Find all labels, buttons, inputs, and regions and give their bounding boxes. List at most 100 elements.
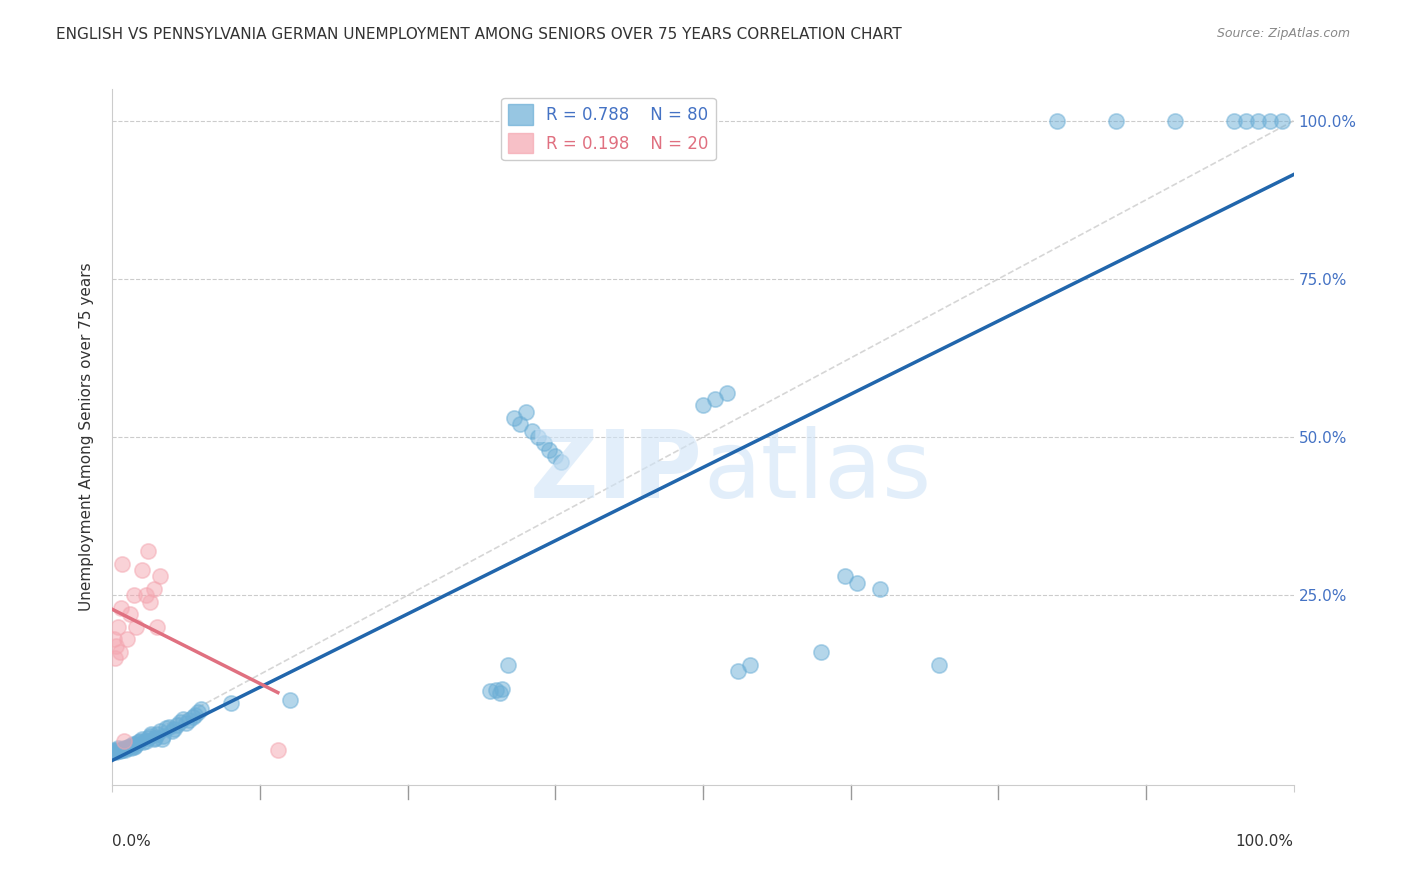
Text: ENGLISH VS PENNSYLVANIA GERMAN UNEMPLOYMENT AMONG SENIORS OVER 75 YEARS CORRELAT: ENGLISH VS PENNSYLVANIA GERMAN UNEMPLOYM… (56, 27, 903, 42)
Point (152, 729, 174, 743)
Point (135, 733, 157, 747)
Point (928, 657, 950, 672)
Point (149, 569, 172, 583)
Point (1046, 113, 1069, 128)
Point (496, 657, 519, 672)
Point (1258, 113, 1281, 128)
Point (103, 743, 125, 757)
Point (149, 724, 172, 739)
Point (160, 724, 183, 739)
Point (1247, 113, 1270, 128)
Point (489, 686, 512, 700)
Point (169, 714, 191, 729)
Point (1223, 113, 1246, 128)
Point (136, 544, 159, 558)
Point (538, 442, 561, 457)
Point (550, 455, 572, 469)
Point (108, 645, 131, 659)
Point (112, 733, 135, 747)
Point (544, 449, 567, 463)
Point (150, 732, 173, 747)
Point (104, 651, 127, 665)
Point (503, 411, 526, 425)
Point (128, 733, 150, 747)
Point (163, 723, 186, 737)
Point (190, 702, 212, 716)
Point (845, 575, 868, 590)
Point (107, 620, 129, 634)
Point (136, 731, 159, 745)
Point (117, 739, 139, 754)
Point (143, 731, 166, 745)
Point (105, 743, 128, 757)
Point (122, 739, 145, 754)
Point (115, 632, 138, 647)
Point (485, 683, 508, 698)
Point (278, 692, 301, 706)
Point (141, 727, 163, 741)
Point (103, 632, 125, 647)
Point (834, 569, 856, 583)
Point (267, 743, 290, 757)
Text: Source: ZipAtlas.com: Source: ZipAtlas.com (1216, 27, 1350, 40)
Point (139, 594, 162, 608)
Point (105, 639, 128, 653)
Point (869, 582, 891, 596)
Point (692, 399, 714, 413)
Point (112, 741, 135, 756)
Point (104, 744, 127, 758)
Point (1271, 113, 1294, 128)
Point (111, 557, 134, 571)
Legend: R = 0.788    N = 80, R = 0.198    N = 20: R = 0.788 N = 80, R = 0.198 N = 20 (502, 97, 716, 160)
Point (111, 743, 134, 757)
Point (1164, 113, 1187, 128)
Point (219, 696, 242, 710)
Point (179, 714, 201, 728)
Point (108, 744, 131, 758)
Point (515, 405, 537, 419)
Point (1105, 113, 1128, 128)
Point (142, 732, 165, 747)
Point (810, 645, 832, 659)
Point (727, 664, 749, 678)
Point (114, 742, 136, 756)
Point (184, 708, 207, 723)
Point (132, 735, 155, 749)
Point (105, 745, 128, 759)
Text: ZIP: ZIP (530, 425, 703, 518)
Point (125, 737, 148, 751)
Point (479, 684, 502, 698)
Point (716, 385, 738, 400)
Point (146, 620, 169, 634)
Point (157, 720, 180, 734)
Point (127, 735, 149, 749)
Point (125, 620, 148, 634)
Text: atlas: atlas (703, 425, 931, 518)
Point (740, 657, 762, 672)
Point (181, 709, 204, 723)
Point (120, 607, 142, 622)
Point (142, 582, 165, 596)
Point (139, 729, 162, 743)
Y-axis label: Unemployment Among Seniors over 75 years: Unemployment Among Seniors over 75 years (79, 263, 94, 611)
Point (155, 721, 177, 735)
Point (110, 600, 132, 615)
Point (131, 563, 153, 577)
Point (120, 739, 142, 753)
Point (131, 732, 153, 747)
Point (174, 716, 197, 731)
Point (509, 417, 531, 432)
Point (124, 739, 146, 753)
Point (122, 588, 145, 602)
Point (107, 741, 129, 756)
Point (166, 718, 188, 732)
Point (146, 727, 169, 741)
Point (112, 742, 135, 756)
Point (520, 424, 543, 438)
Point (703, 392, 725, 406)
Point (120, 741, 142, 756)
Point (115, 740, 138, 755)
Point (135, 588, 157, 602)
Text: 0.0%: 0.0% (112, 834, 152, 848)
Point (110, 742, 132, 756)
